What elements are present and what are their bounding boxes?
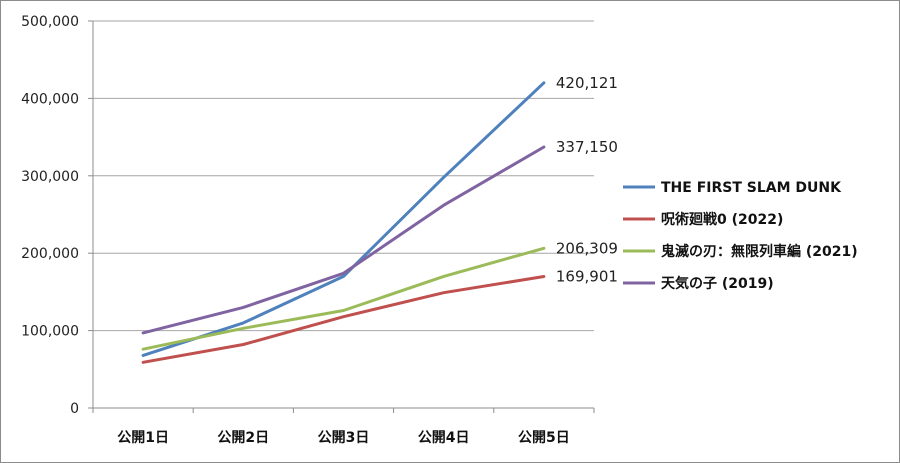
axes [88,20,595,413]
x-tick-label: 公開2日 [217,430,269,446]
legend-label-2: 呪術廻戦0 (2022) [661,211,783,228]
data-labels: 420,121 169,901 206,309 337,150 [556,74,618,286]
x-tick-label: 公開4日 [418,430,470,446]
y-tick-label: 400,000 [21,91,79,107]
x-tick-label: 公開5日 [518,430,570,446]
series-lines [141,81,546,364]
y-tick-label: 300,000 [21,169,79,185]
data-label-2: 169,901 [556,267,618,285]
grid-lines [93,20,594,332]
y-tick-label: 200,000 [21,246,79,262]
y-tick-label: 500,000 [21,14,79,30]
y-tick-label: 0 [70,401,79,417]
y-tick-label: 100,000 [21,324,79,340]
x-tick-label: 公開3日 [318,430,370,446]
data-label-4: 337,150 [556,138,618,156]
series-line-4 [141,145,546,335]
series-line-2 [141,275,546,364]
series-line-1 [141,81,546,357]
series-line-3 [141,246,546,351]
legend: THE FIRST SLAM DUNK 呪術廻戦0 (2022) 鬼滅の刃：無限列車… [623,180,858,292]
x-tick-label: 公開1日 [117,430,169,446]
legend-label-4: 天気の子 (2019) [661,275,774,292]
legend-label-3: 鬼滅の刃：無限列車編 (2021) [661,243,858,260]
x-tick-labels: 公開1日 公開2日 公開3日 公開4日 公開5日 [117,430,570,446]
data-label-1: 420,121 [556,74,618,92]
data-label-3: 206,309 [556,239,618,257]
y-tick-labels: 0 100,000 200,000 300,000 400,000 500,000 [21,14,79,417]
legend-label-1: THE FIRST SLAM DUNK [661,180,842,196]
